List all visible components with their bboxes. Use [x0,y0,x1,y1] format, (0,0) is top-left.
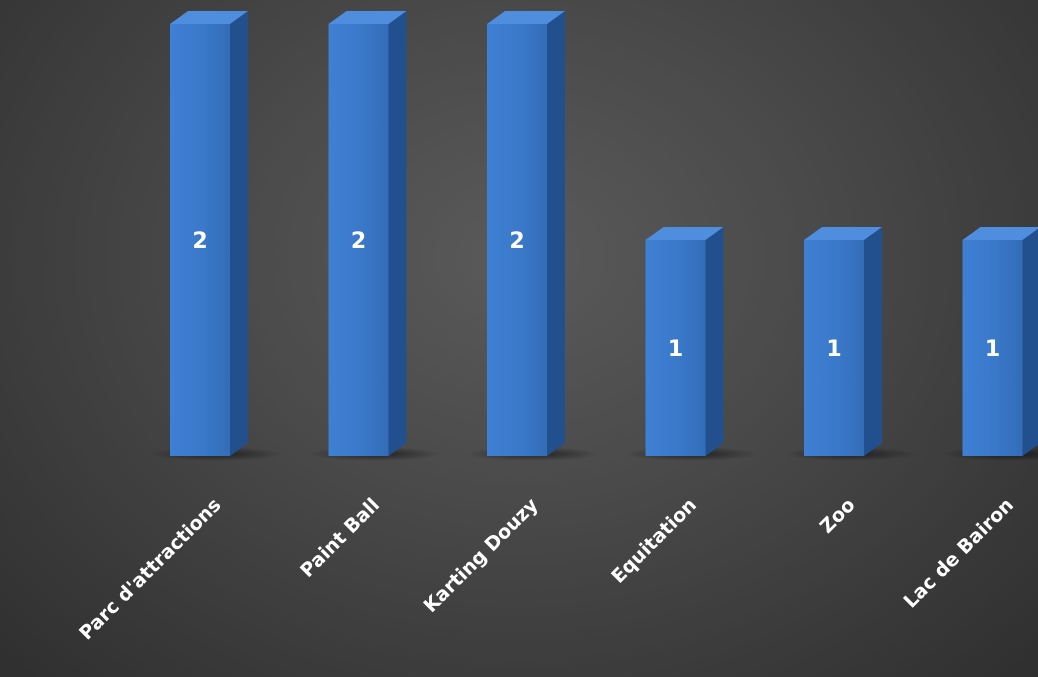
category-label: Parc d'attractions [75,494,225,644]
category-label: Equitation [607,494,701,588]
data-label: 2 [192,229,207,254]
bar-top-face [328,11,407,24]
bar-front-face [804,240,864,456]
bar-5: 1 [942,227,1038,461]
category-label: Paint Ball [296,494,384,582]
bar-side-face [705,227,724,456]
bar-0: 2 [150,11,282,461]
bar-front-face [645,240,706,456]
bar-side-face [388,11,407,456]
bar-side-face [1022,228,1038,456]
bar-front-face [328,24,389,456]
bar-front-face [962,240,1023,456]
category-label: Zoo [816,494,860,538]
bar-3: 1 [625,227,758,461]
data-label: 1 [668,337,683,362]
data-label: 2 [509,229,524,254]
category-label: Karting Douzy [419,494,543,618]
bar-4: 1 [784,227,916,461]
bar-side-face [547,11,565,456]
category-label: Lac de Bairon [899,494,1018,613]
bar-top-face [170,11,248,24]
data-label: 1 [985,337,1000,362]
bar-2: 2 [467,11,599,461]
bars-group: 2 2 2 1 1 1 [150,11,1038,461]
category-labels: Parc d'attractions Paint Ball Karting Douz… [75,494,1018,645]
bar-front-face [487,24,547,456]
bar-top-face [804,227,882,240]
bar-front-face [170,24,230,456]
bar-1: 2 [308,11,441,461]
data-label: 1 [826,337,841,362]
bar-top-face [645,227,724,240]
bar-side-face [230,11,248,456]
bar-top-face [962,227,1038,240]
data-label: 2 [351,229,366,254]
bar-top-face [487,11,565,24]
bar-side-face [864,227,882,456]
